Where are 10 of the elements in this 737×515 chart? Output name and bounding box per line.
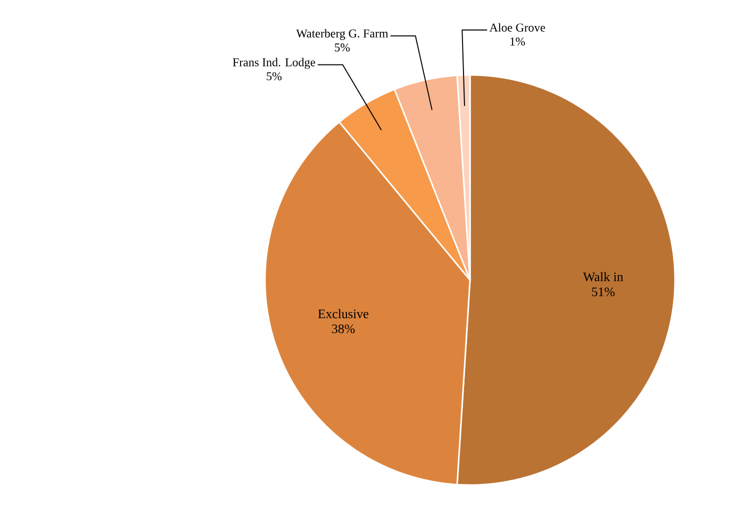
data-label: 38%	[332, 324, 355, 334]
data-label: 1%	[510, 37, 525, 46]
slice-label: Frans Ind. Lodge	[232, 58, 316, 69]
slice-label: Aloe Grove	[489, 23, 546, 32]
data-label: 5%	[266, 72, 282, 80]
slice-label: Walk in	[583, 272, 624, 282]
slice-label: Exclusive	[318, 309, 368, 318]
data-label: 5%	[334, 43, 350, 52]
data-label: 51%	[592, 287, 615, 296]
slice-label: Waterberg G. Farm	[296, 29, 388, 40]
